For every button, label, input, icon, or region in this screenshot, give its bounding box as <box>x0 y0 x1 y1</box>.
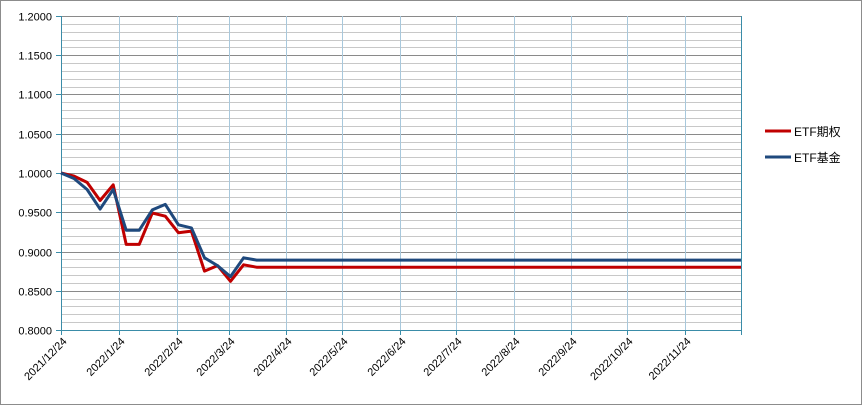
x-tick-label: 2021/12/24 <box>22 336 69 383</box>
x-tick-label: 2022/2/24 <box>143 336 186 379</box>
y-tick-label: 1.1500 <box>18 51 52 63</box>
legend-label: ETF基金 <box>794 150 841 165</box>
x-tick-label: 2022/7/24 <box>422 336 465 379</box>
grid <box>61 16 742 331</box>
x-tick-label: 2022/4/24 <box>252 336 295 379</box>
x-tick-label: 2022/6/24 <box>366 336 409 379</box>
series-lines <box>60 171 742 283</box>
y-tick-label: 0.8500 <box>18 287 52 299</box>
y-tick-label: 1.0500 <box>18 130 52 142</box>
legend-label: ETF期权 <box>794 125 841 139</box>
y-tick-label: 0.8000 <box>18 326 52 338</box>
x-tick-label: 2022/9/24 <box>537 336 580 379</box>
y-tick-label: 0.9000 <box>18 248 52 260</box>
y-tick-label: 1.2000 <box>18 12 52 24</box>
y-tick-label: 1.0000 <box>18 169 52 181</box>
x-tick-label: 2022/5/24 <box>308 336 351 379</box>
x-tick-label: 2022/11/24 <box>647 336 694 383</box>
x-tick-label: 2022/3/24 <box>195 336 238 379</box>
x-tick-label: 2022/1/24 <box>85 336 128 379</box>
x-tick-label: 2022/8/24 <box>480 336 523 379</box>
legend: ETF期权 ETF基金 <box>765 125 841 165</box>
y-tick-label: 0.9500 <box>18 208 52 220</box>
x-tick-label: 2022/10/24 <box>588 336 635 383</box>
y-tick-label: 1.1000 <box>18 90 52 102</box>
